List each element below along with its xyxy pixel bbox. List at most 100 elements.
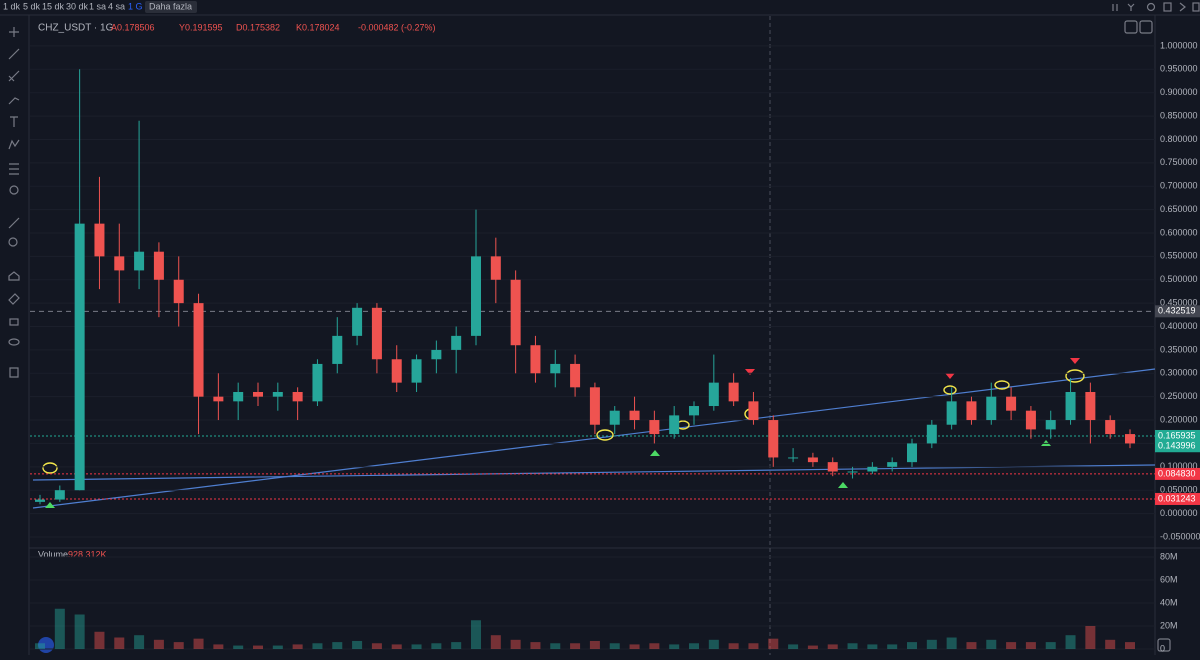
volume-bar	[173, 642, 184, 650]
volume-bar	[907, 642, 917, 650]
candle-body	[1045, 420, 1056, 430]
interval-button[interactable]: 30 dk	[66, 1, 89, 11]
layout-icon[interactable]	[1163, 2, 1172, 12]
volume-bar	[213, 644, 224, 650]
candle-body	[907, 443, 917, 463]
volume-title: Volume	[38, 549, 68, 559]
candle-body	[451, 335, 462, 350]
candle-body	[312, 363, 323, 402]
candle-body	[629, 410, 640, 421]
volume-bar	[827, 644, 838, 650]
interval-button[interactable]: 4 sa	[108, 1, 125, 11]
maximize-button[interactable]	[1139, 20, 1153, 34]
candle-body	[926, 424, 937, 444]
volume-bar	[728, 643, 739, 650]
zoom-tool[interactable]	[8, 237, 18, 247]
volume-bar	[589, 640, 600, 650]
price-label: 0.084830	[1158, 468, 1196, 478]
visibility-tool[interactable]	[8, 338, 20, 346]
volume-bar	[1006, 642, 1017, 650]
y-tick-label: 0.300000	[1160, 368, 1198, 378]
interval-button[interactable]: 1 sa	[89, 1, 106, 11]
volume-bar	[788, 644, 799, 650]
volume-settings-button[interactable]	[1157, 638, 1171, 652]
brush-tool[interactable]	[8, 97, 20, 105]
volume-bar	[530, 642, 541, 650]
drawing-toolbar	[8, 27, 20, 378]
interval-button[interactable]: 5 dk	[23, 1, 41, 11]
volume-bar	[1105, 639, 1116, 650]
fib-tool[interactable]	[8, 70, 20, 82]
candle-body	[233, 391, 244, 402]
price-label: 0.165935	[1158, 430, 1196, 440]
lock-drawing-tool[interactable]	[8, 293, 20, 305]
signal-arrows	[45, 358, 1080, 508]
candle-body	[173, 279, 184, 304]
volume-tick-label: 20M	[1160, 620, 1178, 630]
y-tick-label: 0.750000	[1160, 157, 1198, 167]
candle-body	[332, 335, 343, 364]
lock-tool[interactable]	[9, 318, 19, 326]
interval-button[interactable]: 15 dk	[42, 1, 65, 11]
candle-body	[669, 415, 680, 435]
compare-icon[interactable]	[1112, 4, 1118, 11]
y-tick-label: 0.850000	[1160, 110, 1198, 120]
volume-bar	[114, 637, 125, 650]
candle-body	[490, 256, 501, 280]
volume-bar	[926, 639, 937, 650]
sell-arrow	[945, 373, 955, 379]
cross-tool[interactable]	[9, 27, 19, 37]
forecast-tool[interactable]	[9, 163, 19, 175]
more-button[interactable]	[145, 1, 197, 13]
top-right-icons	[1112, 2, 1200, 652]
volume-bar	[966, 642, 977, 650]
volume-bar	[669, 644, 680, 650]
line-tool[interactable]	[8, 48, 20, 60]
y-tick-label: 0.500000	[1160, 274, 1198, 284]
candle-body	[371, 307, 382, 360]
fullscreen-icon[interactable]	[1192, 2, 1200, 12]
candle-body	[768, 420, 779, 458]
volume-bar	[332, 642, 343, 650]
text-tool[interactable]	[10, 116, 18, 127]
candle-body	[946, 401, 957, 425]
candle-body	[94, 223, 105, 257]
interval-button[interactable]: 1 dk	[3, 1, 21, 11]
y-tick-label: -0.050000	[1160, 531, 1200, 541]
candle-body	[847, 471, 858, 473]
price-label-box	[1155, 467, 1200, 480]
candle-body	[728, 382, 739, 402]
download-button[interactable]	[1124, 20, 1138, 34]
candle-body	[411, 359, 422, 383]
interval-button[interactable]: 1 G	[128, 1, 143, 11]
candle-body	[114, 256, 125, 271]
y-tick-label: 0.450000	[1160, 298, 1198, 308]
volume-bar	[1025, 642, 1036, 650]
y-tick-label: 0.000000	[1160, 508, 1198, 518]
candle-body	[689, 406, 699, 416]
shapes-tool[interactable]	[9, 185, 19, 195]
price-label-box	[1155, 429, 1200, 442]
volume-bar	[94, 631, 105, 650]
volume-bar	[272, 645, 283, 650]
pattern-tool[interactable]	[8, 139, 20, 150]
snapshot-icon[interactable]	[1179, 2, 1186, 12]
settings-icon[interactable]	[1146, 2, 1156, 12]
candle-body	[867, 466, 878, 472]
price-label-box	[1155, 492, 1200, 505]
trash-tool[interactable]	[9, 367, 19, 378]
ruler-tool[interactable]	[8, 217, 20, 229]
volume-bar	[629, 644, 640, 650]
volume-bar	[411, 644, 422, 650]
volume-bar	[689, 643, 699, 650]
highlight-ellipse	[596, 429, 614, 441]
magnet-tool[interactable]	[8, 271, 20, 281]
y-tick-label: 0.250000	[1160, 391, 1198, 401]
y-tick-label: 0.100000	[1160, 461, 1198, 471]
indicators-icon[interactable]	[1127, 3, 1135, 11]
highlight-ellipse	[943, 385, 957, 395]
more-button-label[interactable]: Daha fazla	[149, 1, 192, 11]
y-tick-label: 0.200000	[1160, 414, 1198, 424]
volume-bar	[134, 635, 145, 650]
